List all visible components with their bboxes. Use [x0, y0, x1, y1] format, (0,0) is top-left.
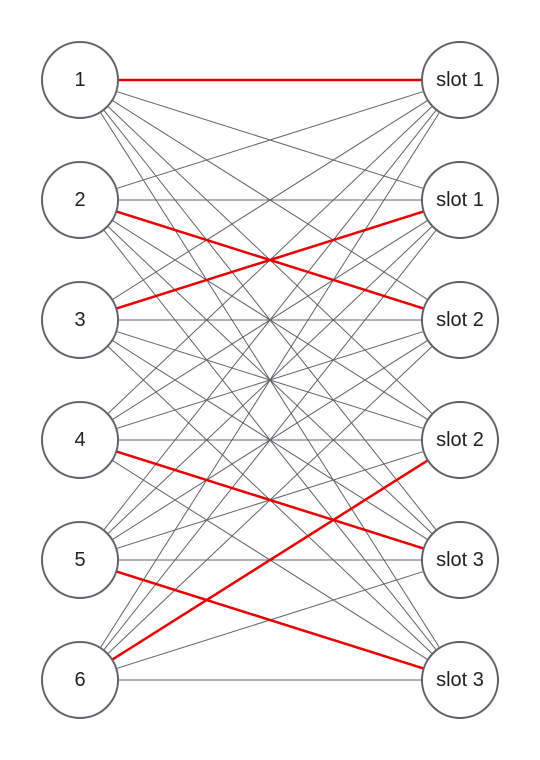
left-node: 4 — [42, 402, 118, 478]
left-node: 2 — [42, 162, 118, 238]
node-label: slot 1 — [436, 69, 484, 91]
node-label: 3 — [74, 309, 85, 331]
node-label: 5 — [74, 549, 85, 571]
edges-layer — [100, 91, 439, 680]
right-node: slot 1 — [422, 42, 498, 118]
node-label: 2 — [74, 189, 85, 211]
node-label: slot 2 — [436, 309, 484, 331]
node-label: 6 — [74, 669, 85, 691]
node-label: 1 — [74, 69, 85, 91]
node-label: 4 — [74, 429, 85, 451]
node-label: slot 3 — [436, 669, 484, 691]
node-label: slot 3 — [436, 549, 484, 571]
right-node: slot 3 — [422, 642, 498, 718]
right-node: slot 2 — [422, 282, 498, 358]
left-node: 6 — [42, 642, 118, 718]
node-label: slot 1 — [436, 189, 484, 211]
right-node: slot 2 — [422, 402, 498, 478]
left-node: 1 — [42, 42, 118, 118]
bipartite-graph: 1 2 3 4 5 6 slot 1 slot 1 slot 2 slot 2 slot 3 slot… — [0, 0, 540, 760]
left-node: 3 — [42, 282, 118, 358]
right-node: slot 3 — [422, 522, 498, 598]
left-node: 5 — [42, 522, 118, 598]
right-node: slot 1 — [422, 162, 498, 238]
node-label: slot 2 — [436, 429, 484, 451]
